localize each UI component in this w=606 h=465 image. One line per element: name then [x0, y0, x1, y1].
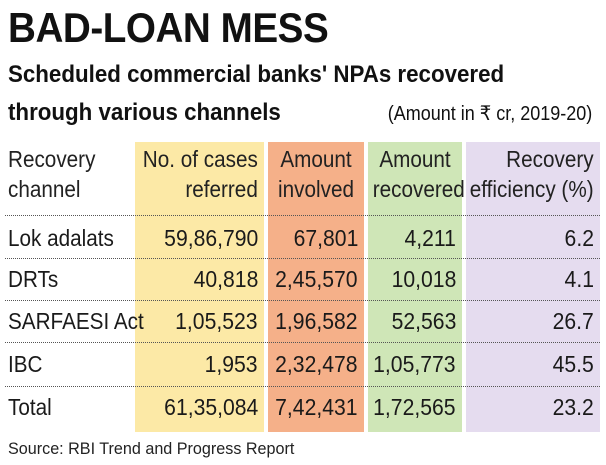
header-amount-recovered: Amount recovered	[368, 144, 465, 210]
cell-channel: Total	[8, 394, 52, 420]
header-amount-recovered-line1: Amount	[379, 146, 451, 172]
cell-channel: IBC	[8, 351, 43, 377]
row-divider	[5, 342, 600, 343]
cell-cases-referred: 61,35,084	[163, 394, 258, 420]
cell-amount-recovered: 1,72,565	[373, 394, 456, 420]
unit-note: (Amount in ₹ cr, 2019-20)	[387, 103, 592, 125]
header-recovery-channel: Recovery channel	[8, 144, 105, 210]
row-divider	[5, 215, 600, 216]
chart-subtitle-line1: Scheduled commercial banks' NPAs recover…	[8, 61, 505, 88]
cell-channel: Lok adalats	[8, 225, 114, 251]
cell-amount-involved: 7,42,431	[275, 394, 358, 420]
row-divider	[5, 386, 600, 387]
cell-cases-referred: 1,953	[205, 351, 258, 377]
cell-recovery-efficiency: 26.7	[552, 308, 594, 334]
header-cases-referred-line2: referred	[185, 176, 258, 202]
cell-cases-referred: 1,05,523	[175, 308, 258, 334]
table-row-lok-adalats: Lok adalats 59,86,790 67,801 4,211 6.2	[0, 220, 606, 256]
cell-amount-recovered: 10,018	[391, 266, 456, 292]
row-divider	[5, 300, 600, 301]
header-recovery-efficiency-line1: Recovery	[506, 146, 594, 172]
header-cases-referred-line1: No. of cases	[142, 146, 258, 172]
header-amount-recovered-line2: recovered	[372, 176, 465, 202]
cell-channel: DRTs	[8, 266, 59, 292]
cell-amount-recovered: 52,563	[391, 308, 456, 334]
header-amount-involved-line1: Amount	[280, 146, 352, 172]
source-note: Source: RBI Trend and Progress Report	[8, 439, 295, 458]
efficiency-column-background	[466, 142, 600, 432]
cell-amount-recovered: 1,05,773	[373, 351, 456, 377]
chart-title: BAD-LOAN MESS	[8, 4, 329, 51]
cell-recovery-efficiency: 23.2	[552, 394, 594, 420]
row-divider	[5, 258, 600, 259]
cell-cases-referred: 59,86,790	[163, 225, 258, 251]
cell-recovery-efficiency: 6.2	[564, 225, 594, 251]
cell-amount-involved: 2,32,478	[275, 351, 358, 377]
cell-channel: SARFAESI Act	[8, 308, 144, 334]
involved-column-background	[268, 142, 364, 432]
header-recovery-channel-line2: channel	[8, 176, 81, 202]
cases-column-background	[135, 142, 264, 432]
recovered-column-background	[368, 142, 462, 432]
cell-recovery-efficiency: 4.1	[564, 266, 594, 292]
header-cases-referred: No. of cases referred	[130, 144, 258, 210]
cell-recovery-efficiency: 45.5	[552, 351, 594, 377]
header-amount-involved-line2: involved	[278, 176, 354, 202]
table-row-ibc: IBC 1,953 2,32,478 1,05,773 45.5	[0, 346, 606, 382]
cell-amount-involved: 1,96,582	[275, 308, 358, 334]
table-row-total: Total 61,35,084 7,42,431 1,72,565 23.2	[0, 389, 606, 425]
header-recovery-channel-line1: Recovery	[8, 146, 96, 172]
cell-amount-involved: 67,801	[293, 225, 358, 251]
cell-amount-recovered: 4,211	[404, 225, 456, 251]
cell-cases-referred: 40,818	[193, 266, 258, 292]
header-recovery-efficiency: Recovery efficiency (%)	[456, 144, 594, 210]
table-row-sarfaesi-act: SARFAESI Act 1,05,523 1,96,582 52,563 26…	[0, 303, 606, 339]
header-recovery-efficiency-line2: efficiency (%)	[470, 176, 594, 202]
header-amount-involved: Amount involved	[268, 144, 364, 210]
table-row-drts: DRTs 40,818 2,45,570 10,018 4.1	[0, 261, 606, 297]
cell-amount-involved: 2,45,570	[275, 266, 358, 292]
chart-subtitle-line2: through various channels	[8, 99, 281, 126]
